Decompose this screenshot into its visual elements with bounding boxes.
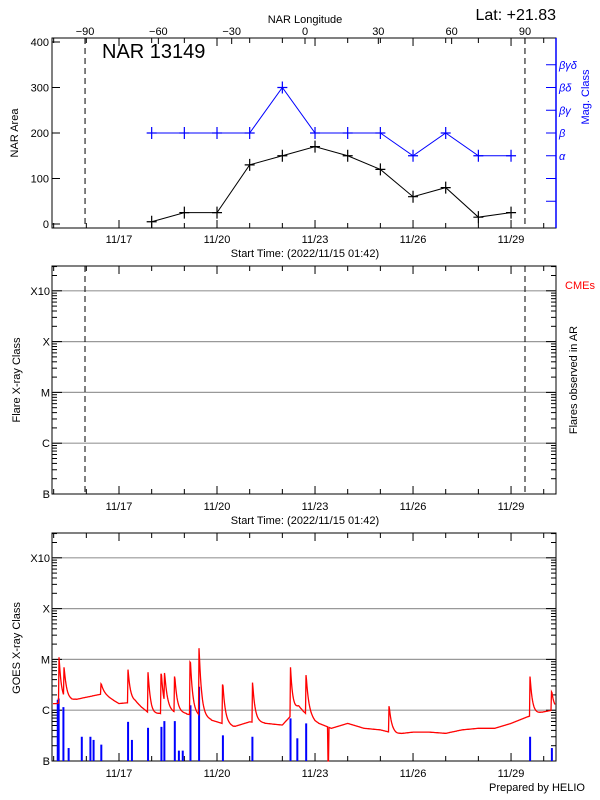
y-axis-title: GOES X-ray Class xyxy=(11,602,23,694)
mag-class-line xyxy=(151,86,512,157)
x-tick-label: 11/20 xyxy=(204,234,231,246)
nar-area-point xyxy=(506,206,517,219)
x-axis-title: Start Time: (2022/11/15 01:42) xyxy=(231,248,379,260)
x-tick-label: 11/29 xyxy=(498,234,525,246)
y-tick-label: B xyxy=(43,489,50,501)
y-axis-title: NAR Area xyxy=(9,108,21,158)
mag-class-point xyxy=(440,127,451,139)
x-tick-label: 11/20 xyxy=(204,768,231,780)
y-tick-label: X xyxy=(43,337,51,349)
credit-label: Prepared by HELIO xyxy=(489,782,585,794)
y-tick-label: X xyxy=(43,604,51,616)
x2-tick-label: 90 xyxy=(519,26,531,38)
x2-tick-label: 60 xyxy=(446,26,458,38)
y-tick-label: C xyxy=(42,705,50,717)
y-tick-label: X10 xyxy=(30,553,50,565)
y2-tick-label: βγ xyxy=(558,105,572,117)
y-tick-label: 300 xyxy=(31,83,49,95)
y-tick-label: 100 xyxy=(31,174,49,186)
nar-area-point xyxy=(473,211,484,224)
region-label: NAR 13149 xyxy=(102,41,205,63)
y-tick-label: X10 xyxy=(30,286,50,298)
cme-legend: CMEs xyxy=(565,280,595,292)
plot-frame xyxy=(51,532,557,762)
x-tick-label: 11/20 xyxy=(204,501,231,513)
mag-class-point xyxy=(244,127,255,139)
goes-panel: GOES X-ray Class 11/17 11/20 11/23 11/26 11/… xyxy=(11,532,557,780)
x-axis-title: Start Time: (2022/11/15 01:42) xyxy=(231,515,379,527)
mag-class-point xyxy=(375,127,386,139)
y2-tick-label: βγδ xyxy=(558,60,578,72)
x2-tick-label: −60 xyxy=(149,26,168,38)
x2-tick-label: 0 xyxy=(302,26,308,38)
nar-area-point xyxy=(408,190,419,203)
nar-area-point xyxy=(146,215,157,228)
nar-area-point xyxy=(277,149,288,162)
latitude-label: Lat: +21.83 xyxy=(475,7,556,24)
y2-tick-label: βδ xyxy=(558,83,572,95)
nar-area-point xyxy=(440,181,451,194)
plot-frame xyxy=(51,265,557,495)
goes-flux-line xyxy=(53,648,556,762)
mag-class-point xyxy=(179,127,190,139)
x-tick-label: 11/26 xyxy=(400,234,427,246)
y-tick-label: M xyxy=(41,654,50,666)
x-tick-label: 11/29 xyxy=(498,501,525,513)
y2-tick-label: α xyxy=(559,151,566,163)
nar-area-line xyxy=(151,146,512,223)
nar-area-point xyxy=(310,140,321,153)
mag-class-point xyxy=(212,127,223,139)
mag-class-point xyxy=(408,149,419,162)
y-tick-label: M xyxy=(41,387,50,399)
y2-axis-title: Flares observed in AR xyxy=(568,326,580,434)
x2-axis-title: NAR Longitude xyxy=(268,14,343,26)
nar-panel: NAR Longitude Lat: +21.83 NAR 13149 NAR … xyxy=(9,7,592,260)
x-tick-label: 11/23 xyxy=(302,501,329,513)
x-tick-label: 11/23 xyxy=(302,234,329,246)
x2-tick-label: −90 xyxy=(76,26,95,38)
y-tick-label: C xyxy=(42,438,50,450)
x-tick-label: 11/23 xyxy=(302,768,329,780)
y-axis-title: Flare X-ray Class xyxy=(11,337,23,422)
mag-class-point xyxy=(473,149,484,162)
x2-tick-label: −30 xyxy=(222,26,241,38)
y2-axis-title: Mag. Class xyxy=(580,69,592,125)
nar-area-point xyxy=(375,163,386,176)
mag-class-point xyxy=(146,127,157,139)
mag-class-point xyxy=(310,127,321,139)
x-tick-label: 11/17 xyxy=(106,768,133,780)
x-tick-label: 11/26 xyxy=(400,501,427,513)
nar-area-point xyxy=(179,206,190,219)
mag-class-point xyxy=(342,127,353,139)
y-tick-label: 0 xyxy=(43,219,49,231)
x2-tick-label: 30 xyxy=(372,26,384,38)
flare-panel: Flare X-ray Class Flares observed in AR … xyxy=(11,265,595,527)
nar-area-point xyxy=(212,206,223,219)
y-tick-label: 400 xyxy=(31,37,49,49)
y-tick-label: B xyxy=(43,756,50,768)
x-tick-label: 11/26 xyxy=(400,768,427,780)
mag-class-point xyxy=(506,149,517,162)
x-tick-label: 11/29 xyxy=(498,768,525,780)
x-tick-label: 11/17 xyxy=(106,501,133,513)
y2-tick-label: β xyxy=(558,128,566,140)
y-tick-label: 200 xyxy=(31,128,49,140)
nar-area-point xyxy=(342,149,353,162)
mag-class-point xyxy=(277,81,288,94)
x-tick-label: 11/17 xyxy=(106,234,133,246)
nar-area-point xyxy=(244,158,255,171)
